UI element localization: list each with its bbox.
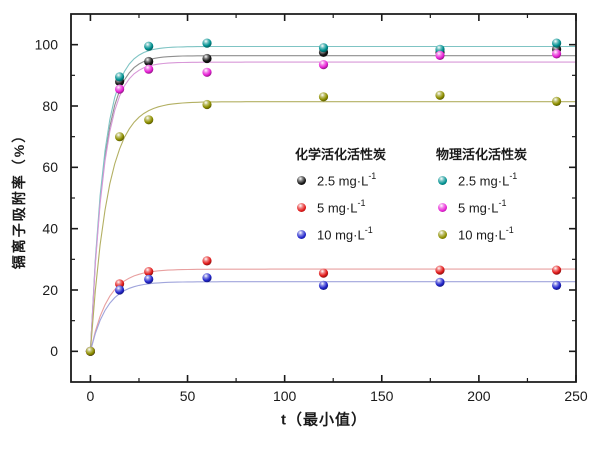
data-point xyxy=(552,49,562,59)
x-tick-label: 50 xyxy=(180,388,196,404)
data-point xyxy=(144,115,154,125)
data-point xyxy=(202,99,212,110)
series-marker-icon xyxy=(438,176,447,185)
y-tick-label: 40 xyxy=(42,220,58,236)
data-point xyxy=(115,132,125,142)
data-point xyxy=(85,346,95,356)
data-point xyxy=(202,256,212,266)
data-point xyxy=(202,273,212,283)
data-point xyxy=(202,53,212,64)
series-marker-icon xyxy=(438,203,447,212)
data-point xyxy=(552,38,562,48)
legend-group-title: 化学活化活性炭 xyxy=(295,147,387,162)
y-tick-label: 100 xyxy=(35,36,59,52)
data-point xyxy=(202,67,212,77)
data-point xyxy=(318,60,329,70)
x-tick-label: 250 xyxy=(564,388,588,404)
fit-curve xyxy=(89,281,576,352)
data-point xyxy=(552,96,562,106)
fit-curve xyxy=(89,45,576,352)
series-marker-icon xyxy=(297,230,306,239)
data-point xyxy=(115,285,125,295)
series-marker-icon xyxy=(297,176,306,185)
legend-group-chemical: 化学活化活性炭 2.5 mg·L-1 5 mg·L-1 10 mg·L-1 xyxy=(291,147,424,248)
legend-group-physical: 物理活化活性炭 2.5 mg·L-1 5 mg·L-1 10 mg·L-1 xyxy=(432,147,565,248)
legend-item: 2.5 mg·L-1 xyxy=(432,167,565,194)
y-axis-label: 镉离子吸附率（%） xyxy=(11,126,27,270)
data-point xyxy=(435,50,445,61)
y-tick-label: 80 xyxy=(42,98,58,114)
y-tick-label: 20 xyxy=(42,282,58,298)
legend-item: 5 mg·L-1 xyxy=(291,194,424,221)
fit-curve xyxy=(89,268,576,352)
legend-item-label: 2.5 mg·L-1 xyxy=(458,171,518,189)
x-tick-label: 200 xyxy=(467,388,491,404)
legend-item-label: 5 mg·L-1 xyxy=(458,198,507,216)
series-marker-icon xyxy=(297,203,306,212)
legend: 化学活化活性炭 2.5 mg·L-1 5 mg·L-1 10 mg·L-1 物理… xyxy=(291,147,565,248)
x-tick-label: 150 xyxy=(370,388,394,404)
data-point xyxy=(435,265,445,275)
data-point xyxy=(202,38,212,48)
y-tick-label: 0 xyxy=(50,343,58,359)
data-point xyxy=(435,277,445,287)
legend-item: 5 mg·L-1 xyxy=(432,194,565,221)
data-point xyxy=(318,92,329,102)
data-point xyxy=(435,90,445,100)
legend-item: 10 mg·L-1 xyxy=(432,221,565,248)
legend-group-title: 物理活化活性炭 xyxy=(436,147,528,162)
data-point xyxy=(318,268,329,278)
series-marker-icon xyxy=(438,230,447,239)
data-point xyxy=(318,280,329,290)
data-point xyxy=(115,84,125,94)
data-point xyxy=(115,72,125,82)
data-point xyxy=(144,64,154,74)
data-point xyxy=(144,274,154,284)
legend-item-label: 10 mg·L-1 xyxy=(317,225,373,243)
legend-item-label: 2.5 mg·L-1 xyxy=(317,171,377,189)
x-tick-label: 0 xyxy=(87,388,95,404)
fit-curve xyxy=(89,101,576,352)
legend-item: 10 mg·L-1 xyxy=(291,221,424,248)
data-point xyxy=(552,280,562,290)
data-point xyxy=(552,265,562,275)
fit-curve xyxy=(89,61,576,352)
x-tick-label: 100 xyxy=(273,388,297,404)
fit-curve xyxy=(89,55,576,352)
data-point xyxy=(144,41,154,51)
data-point xyxy=(318,43,329,53)
x-axis-label: t（最小值） xyxy=(281,411,367,429)
data-point xyxy=(144,56,154,67)
legend-item-label: 5 mg·L-1 xyxy=(317,198,366,216)
legend-item: 2.5 mg·L-1 xyxy=(291,167,424,194)
data-point xyxy=(144,267,154,277)
legend-item-label: 10 mg·L-1 xyxy=(458,225,514,243)
y-tick-label: 60 xyxy=(42,159,58,175)
